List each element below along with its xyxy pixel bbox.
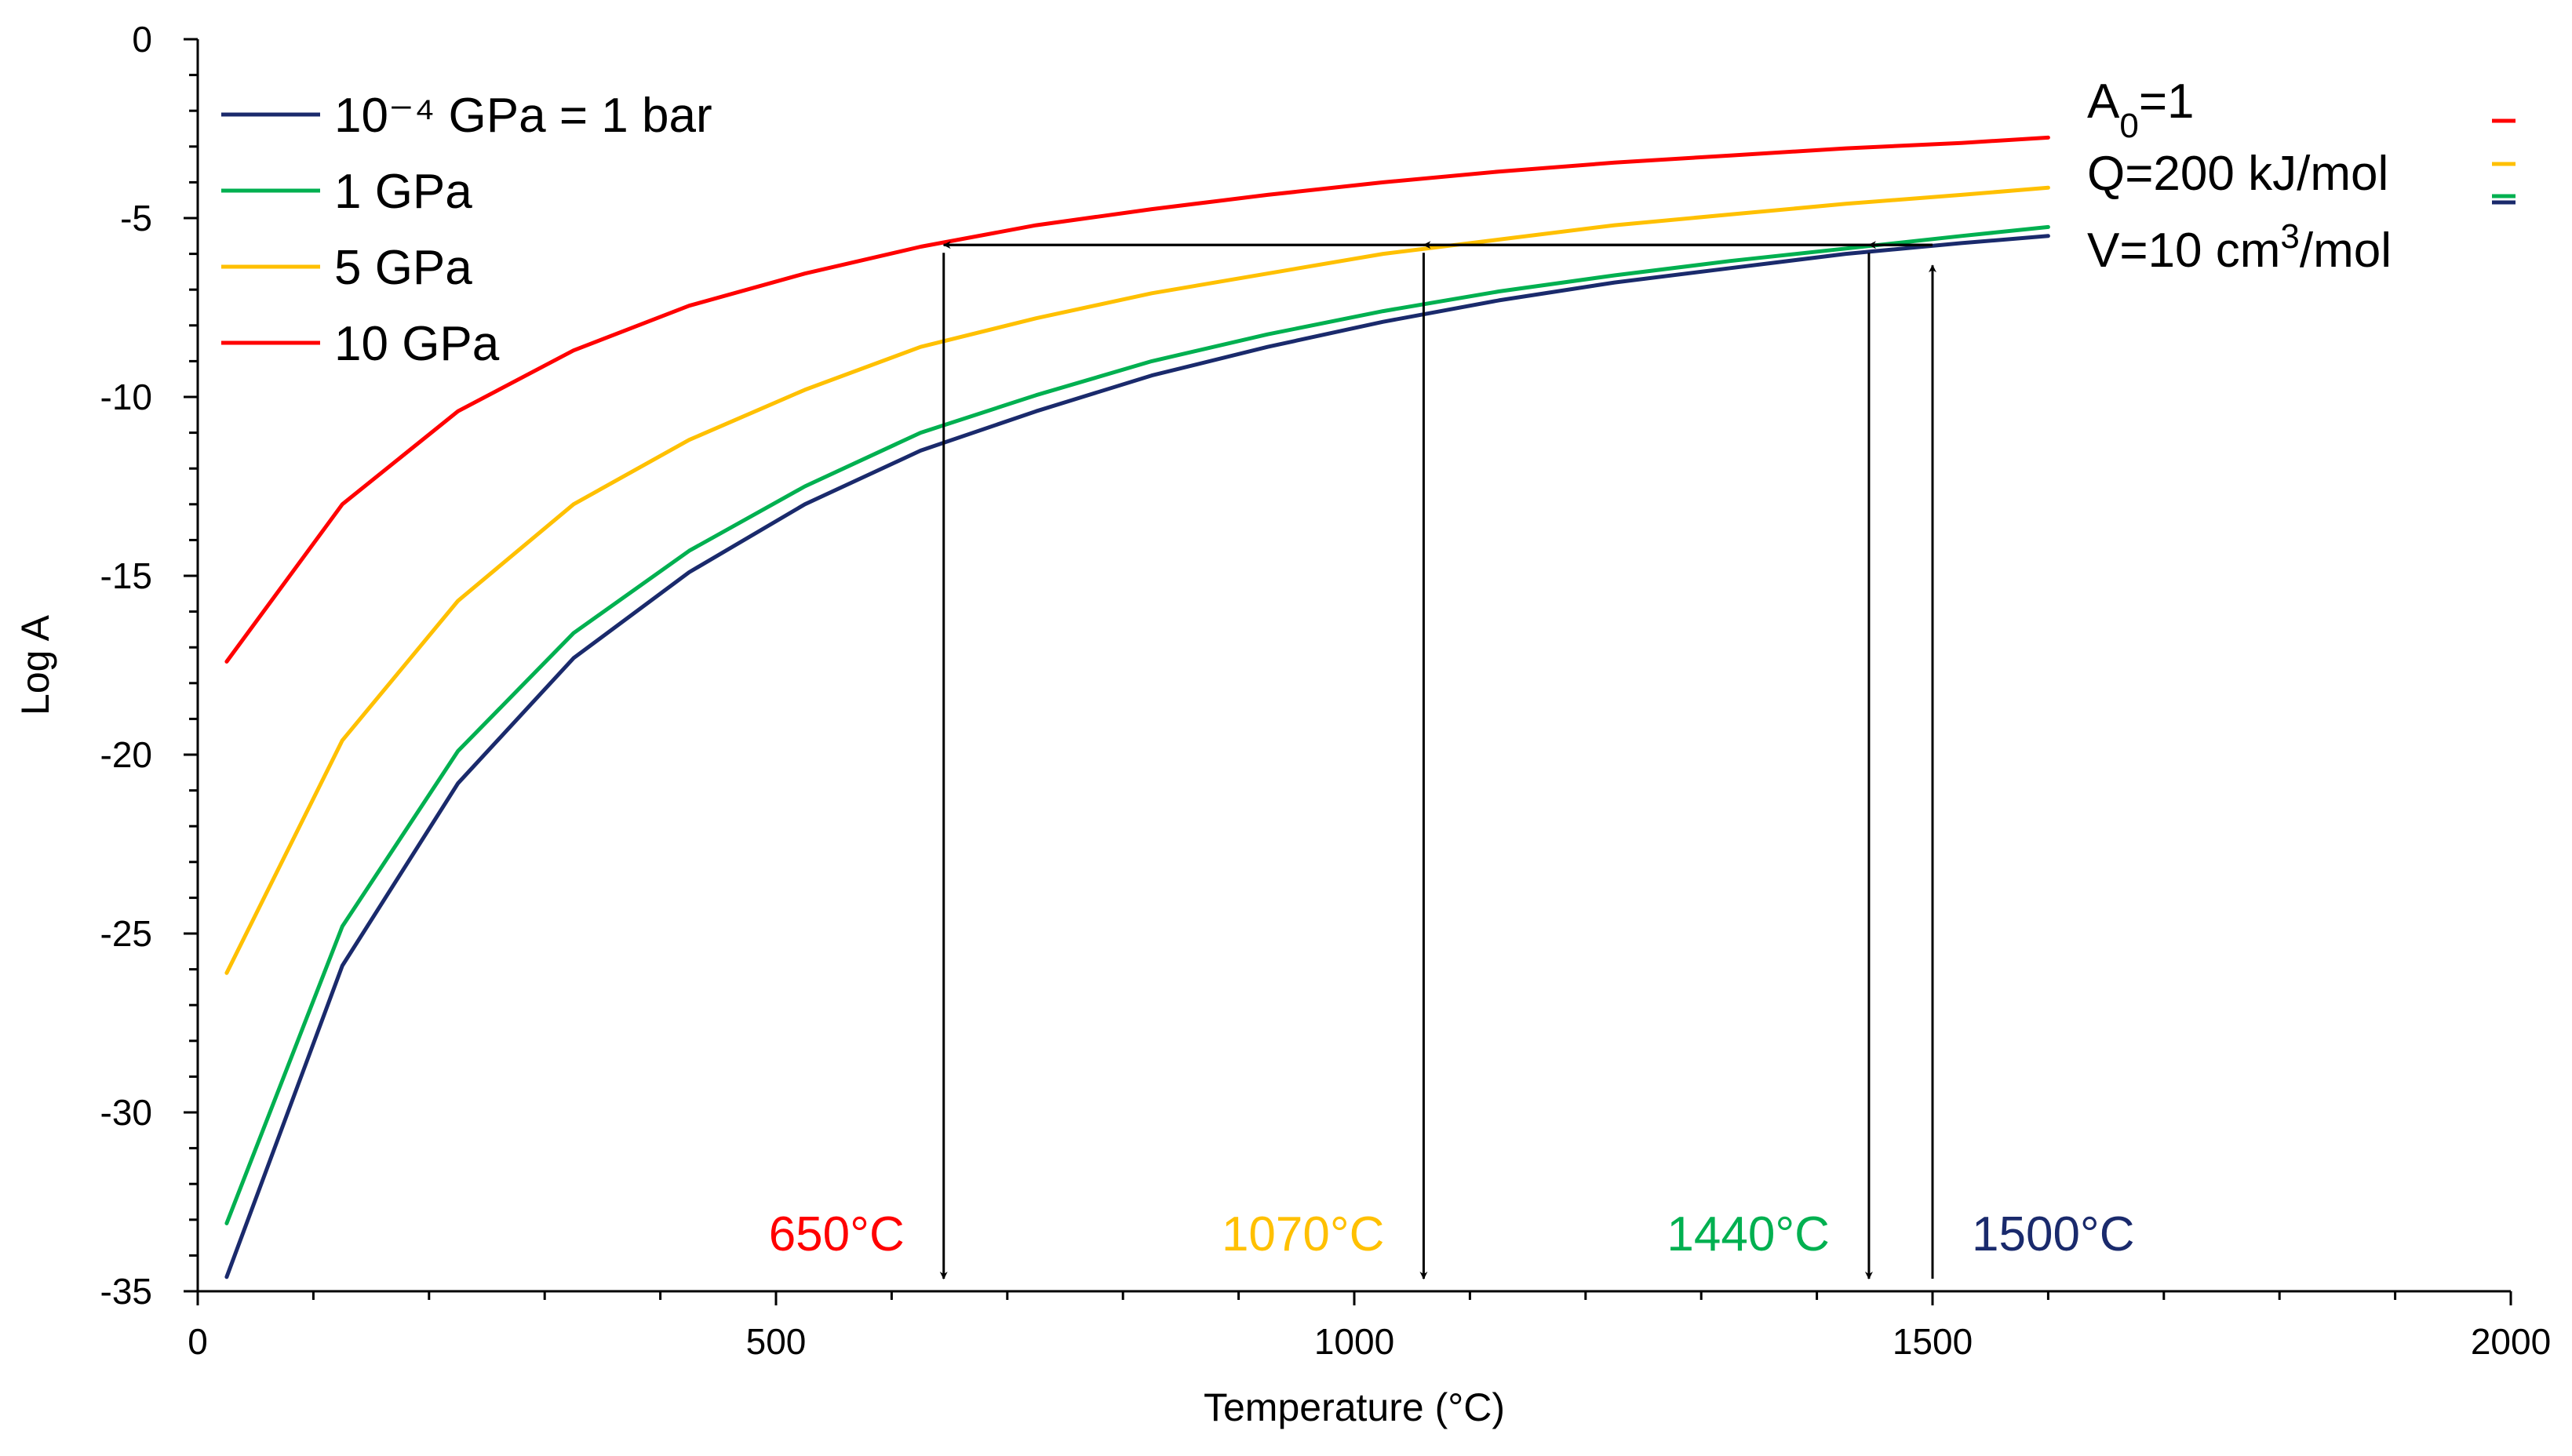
x-tick-label: 500 — [746, 1321, 807, 1362]
model-parameters: A0=1 Q=200 kJ/mol V=10 cm3/mol — [2087, 75, 2516, 278]
plot-area: 650°C 1070°C 1440°C 1500°C — [224, 135, 2135, 1279]
legend-label-0: 10⁻⁴ GPa = 1 bar — [334, 89, 712, 143]
param-series-marks — [2492, 118, 2516, 205]
param-q: Q=200 kJ/mol — [2087, 147, 2388, 201]
param-v: V=10 cm3/mol — [2087, 217, 2392, 278]
temperature-label-3: 1500°C — [1972, 1207, 2135, 1261]
series-line-2 — [224, 185, 2050, 975]
legend: 10⁻⁴ GPa = 1 bar 1 GPa 5 GPa 10 GPa — [221, 89, 712, 371]
series-line-1 — [224, 224, 2050, 1225]
x-tick-label: 1000 — [1314, 1321, 1394, 1362]
x-tick-label: 0 — [188, 1321, 208, 1362]
temperature-label-1: 1070°C — [1222, 1207, 1385, 1261]
param-a0: A0=1 — [2087, 75, 2195, 145]
y-tick-label: -5 — [120, 198, 152, 238]
annotation-layer: 650°C 1070°C 1440°C 1500°C — [769, 241, 2135, 1279]
y-axis-title: Log A — [13, 614, 57, 715]
y-tick-label: 0 — [132, 19, 152, 60]
legend-label-2: 5 GPa — [334, 241, 472, 295]
y-tick-label: -25 — [100, 913, 152, 954]
y-tick-label: -15 — [100, 555, 152, 596]
x-tick-label: 1500 — [1893, 1321, 1973, 1362]
param-a0-value: =1 — [2139, 75, 2195, 129]
legend-label-1: 1 GPa — [334, 165, 472, 219]
param-a0-subscript: 0 — [2119, 107, 2138, 145]
x-tick-label: 2000 — [2471, 1321, 2551, 1362]
series-line-3 — [224, 135, 2050, 664]
param-v-superscript: 3 — [2280, 217, 2299, 256]
y-tick-label: -30 — [100, 1092, 152, 1133]
series-line-0 — [224, 234, 2050, 1279]
y-tick-label: -35 — [100, 1271, 152, 1312]
param-v-unit: /mol — [2300, 224, 2392, 278]
param-v-value: V=10 cm — [2087, 224, 2280, 278]
series-layer — [224, 135, 2050, 1279]
temperature-label-2: 1440°C — [1667, 1207, 1830, 1261]
y-tick-label: -10 — [100, 377, 152, 417]
legend-label-3: 10 GPa — [334, 317, 500, 371]
ticks: 0 500 1000 1500 2000 0 -5 -10 -15 -20 -25 -30 -35 — [100, 19, 2552, 1362]
param-a0-symbol: A — [2087, 75, 2120, 129]
y-tick-label: -20 — [100, 734, 152, 775]
x-axis-title: Temperature (°C) — [1204, 1385, 1505, 1429]
temperature-label-0: 650°C — [769, 1207, 905, 1261]
